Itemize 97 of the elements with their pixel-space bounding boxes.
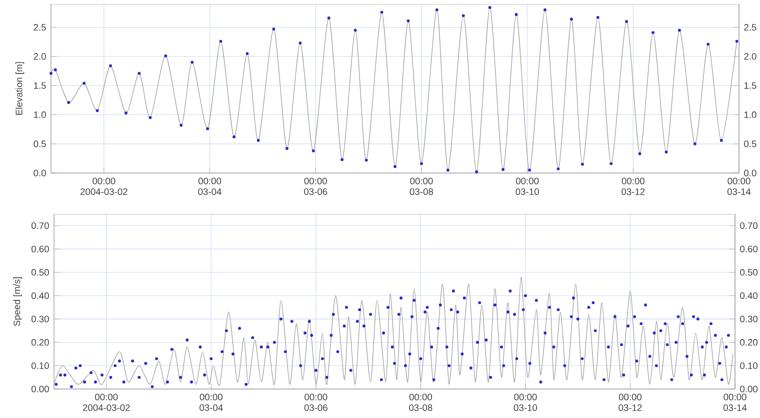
x-tick-label: 00:00 03-08 [409,394,432,411]
point [435,8,438,12]
y2-tick-label: 0.5 [744,140,756,148]
x-tick-label: 00:00 03-14 [727,178,751,195]
y2-tick-label: 0.50 [740,269,758,276]
y2-tick-label: 0.10 [740,362,758,369]
point [138,72,141,75]
point [285,147,288,150]
point [50,72,52,75]
point [82,82,86,85]
y-tick-label: 1.0 [34,111,46,118]
y2-tick-label: 0.60 [740,246,758,252]
y2-tick-label: 1.0 [744,111,756,118]
point [502,168,505,171]
point [420,162,423,166]
point [462,14,465,18]
point [272,28,276,31]
point [488,6,492,9]
y2-tick-label: 0.00 [740,386,758,392]
point [340,158,344,162]
point [327,16,330,20]
point [96,109,99,112]
x-tick-label: 00:00 03-06 [304,394,328,411]
point [180,124,183,127]
point [164,54,168,58]
y-tick-label: 0.00 [31,386,49,392]
y-axis-title: Elevation [m] [15,62,24,115]
point [693,142,696,146]
point [246,52,249,56]
point [312,149,315,152]
y-tick-label: 0.50 [31,269,49,276]
point [735,40,738,43]
point [514,13,518,16]
y-tick-label: 0.60 [31,246,49,252]
point [190,60,194,64]
y2-tick-label: 1.5 [744,82,756,89]
point [109,64,112,68]
point [446,168,450,172]
point [298,42,302,45]
y2-tick-label: 2.0 [744,53,756,60]
point [354,28,357,32]
x-tick-label: 00:00 03-12 [618,394,642,411]
y-tick-label: 0.10 [31,362,49,369]
x-tick-label: 00:00 03-04 [198,178,222,195]
point [652,31,654,34]
y2-tick-label: 0.20 [740,339,758,346]
point [720,138,723,142]
y2-tick-label: 0.40 [740,292,758,299]
x-tick-label: 00:00 2004-03-02 [82,394,130,411]
point [625,20,628,23]
point [543,8,546,12]
point [570,18,573,21]
point [596,16,600,19]
point [556,167,560,170]
y2-tick-label: 2.5 [744,24,756,31]
point [148,116,152,120]
x-tick-label: 00:00 03-04 [200,394,223,411]
point [256,138,260,142]
point [528,168,531,172]
y-axis-title: Speed [m/s] [13,277,22,326]
y-tick-label: 0.70 [31,222,49,229]
y2-tick-label: 0.0 [744,170,756,176]
point [206,127,210,130]
y-tick-label: 1.5 [34,82,46,89]
point [610,162,613,166]
y-tick-label: 2.5 [34,24,46,31]
x-tick-label: 00:00 03-06 [304,178,328,195]
point [638,152,642,156]
y2-tick-label: 0.30 [740,316,758,322]
point [580,162,584,166]
x-tick-label: 00:00 03-14 [723,394,747,411]
line-series [51,7,738,172]
point [706,42,710,46]
point [394,165,396,168]
point [54,68,57,72]
point [219,40,222,43]
x-tick-label: 00:00 03-10 [516,178,539,195]
point [664,150,668,154]
point [67,101,70,104]
y2-tick-label: 0.70 [740,222,758,229]
point [232,135,236,138]
point [678,28,681,32]
x-tick-label: 00:00 2004-03-02 [80,178,128,195]
x-tick-label: 00:00 03-12 [622,178,645,195]
y-tick-label: 0.5 [34,140,46,148]
y-tick-label: 2.0 [34,53,46,60]
y-tick-label: 0.40 [31,292,49,299]
point [364,158,368,162]
point [124,112,128,114]
point [406,19,410,22]
y-tick-label: 0.0 [34,170,46,176]
y-tick-label: 0.30 [31,316,49,322]
x-tick-label: 00:00 03-08 [410,178,433,195]
point [380,10,384,14]
x-tick-label: 00:00 03-10 [514,394,538,411]
point [475,170,478,174]
y-tick-label: 0.20 [31,339,49,346]
